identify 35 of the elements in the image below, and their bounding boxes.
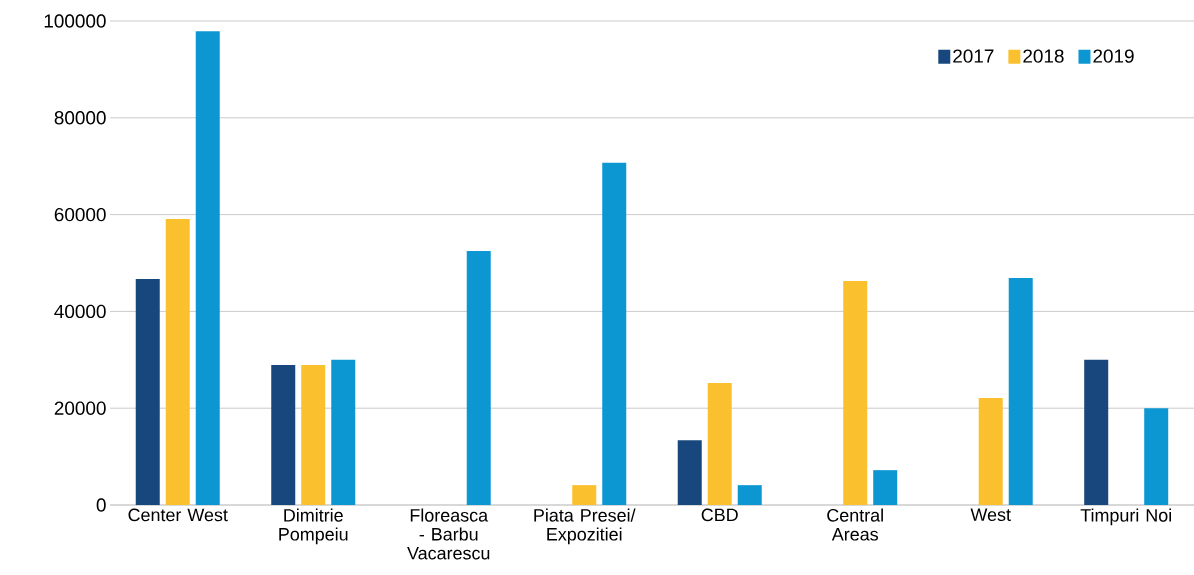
y-tick-label: 0 bbox=[96, 498, 106, 512]
y-tick-label: 100000 bbox=[44, 14, 106, 28]
y-tick-label: 80000 bbox=[54, 111, 106, 125]
x-tick-label: Floreasca - Barbu Vacarescu bbox=[407, 508, 490, 560]
bar bbox=[1084, 359, 1109, 505]
x-tick-label: Piata Presei/ Expozitiei bbox=[534, 508, 636, 545]
bar bbox=[707, 383, 732, 505]
legend-label: 2019 bbox=[1093, 49, 1134, 63]
x-tick-label: Timpuri Noi bbox=[1080, 508, 1171, 526]
bar bbox=[1144, 408, 1169, 505]
y-tick-label: 60000 bbox=[54, 207, 106, 222]
bar bbox=[677, 440, 702, 505]
x-tick-label: Dimitrie Pompeiu bbox=[279, 508, 348, 545]
x-tick-label: Central Areas bbox=[827, 508, 883, 541]
x-tick-label: Center West bbox=[128, 508, 228, 522]
bar bbox=[602, 162, 627, 505]
bar bbox=[195, 31, 220, 505]
y-tick-label: 40000 bbox=[54, 304, 106, 319]
bar bbox=[135, 278, 160, 505]
bar bbox=[165, 218, 190, 505]
bar bbox=[301, 365, 326, 505]
legend-label: 2018 bbox=[1023, 49, 1064, 63]
bar bbox=[843, 280, 868, 505]
legend-label: 2017 bbox=[953, 49, 994, 63]
y-tick-label: 20000 bbox=[54, 401, 106, 415]
bar bbox=[466, 250, 491, 505]
x-tick-label: West bbox=[970, 508, 1011, 522]
bar bbox=[1008, 278, 1033, 505]
bar bbox=[978, 398, 1003, 505]
bar bbox=[271, 365, 296, 505]
bar bbox=[331, 359, 356, 505]
x-tick-label: CBD bbox=[701, 508, 738, 522]
bar bbox=[572, 485, 597, 505]
bar bbox=[737, 485, 762, 505]
bar bbox=[873, 470, 898, 505]
